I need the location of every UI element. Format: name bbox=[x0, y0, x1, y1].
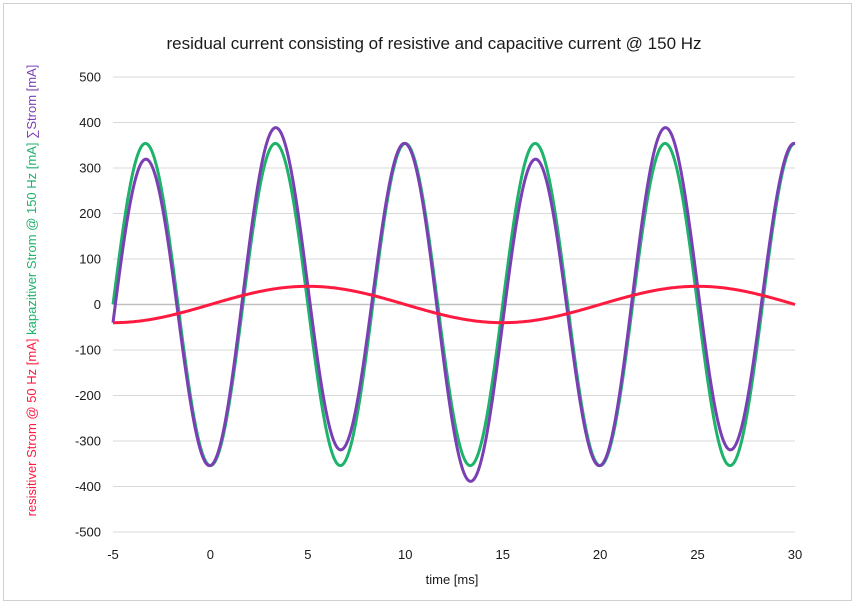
y-label-part-2: ∑Strom [mA] bbox=[24, 65, 39, 139]
chart-title: residual current consisting of resistive… bbox=[166, 34, 701, 53]
x-tick-label: 15 bbox=[495, 547, 509, 562]
y-tick-label: 400 bbox=[79, 115, 101, 130]
x-tick-label: 0 bbox=[207, 547, 214, 562]
series-line-2 bbox=[111, 126, 796, 483]
x-tick-label: -5 bbox=[107, 547, 119, 562]
chart-frame bbox=[3, 3, 852, 601]
y-tick-label: -300 bbox=[75, 434, 101, 449]
y-tick-label: 100 bbox=[79, 252, 101, 267]
x-tick-label: 5 bbox=[304, 547, 311, 562]
grid-lines bbox=[113, 76, 795, 533]
series-lines bbox=[111, 126, 796, 483]
y-axis-label: resisitiver Strom @ 50 Hz [mA] kapazitiv… bbox=[24, 65, 39, 517]
x-tick-label: 20 bbox=[593, 547, 607, 562]
y-label-part-0: resisitiver Strom @ 50 Hz [mA] bbox=[24, 335, 39, 517]
y-tick-label: 300 bbox=[79, 161, 101, 176]
y-tick-labels: 500 400 300 200 100 0 -100 -200 -300 -400 -500 bbox=[75, 70, 101, 540]
y-tick-label: 0 bbox=[94, 297, 101, 312]
y-tick-label: -500 bbox=[75, 525, 101, 540]
y-tick-label: 200 bbox=[79, 206, 101, 221]
y-label-part-1: kapazitiver Strom @ 150 Hz [mA] bbox=[24, 139, 39, 335]
x-tick-label: 25 bbox=[690, 547, 704, 562]
x-tick-label: 10 bbox=[398, 547, 412, 562]
y-tick-label: -200 bbox=[75, 388, 101, 403]
x-tick-labels: -5 0 5 10 15 20 25 30 bbox=[107, 547, 802, 562]
x-tick-label: 30 bbox=[788, 547, 802, 562]
y-tick-label: -100 bbox=[75, 343, 101, 358]
x-axis-label: time [ms] bbox=[426, 572, 479, 587]
y-tick-label: 500 bbox=[79, 70, 101, 85]
series-line-0 bbox=[112, 284, 796, 325]
y-tick-label: -400 bbox=[75, 479, 101, 494]
